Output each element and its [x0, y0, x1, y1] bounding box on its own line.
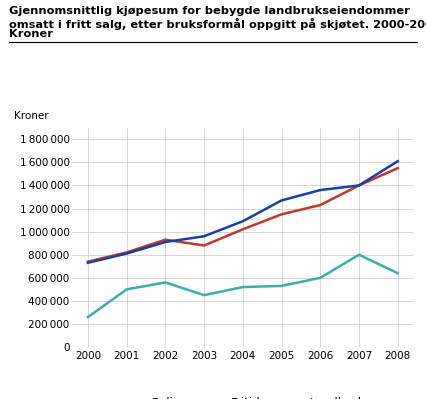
Line: Bolig: Bolig	[88, 168, 398, 262]
Landbruk	[318, 188, 323, 192]
Text: Kroner: Kroner	[9, 29, 52, 39]
Landbruk	[279, 198, 284, 203]
Fritid	[201, 293, 207, 298]
Fritid	[357, 252, 362, 257]
Bolig	[357, 183, 362, 188]
Line: Fritid: Fritid	[88, 255, 398, 317]
Bolig	[240, 227, 245, 232]
Fritid	[240, 284, 245, 289]
Fritid	[318, 275, 323, 280]
Bolig	[85, 259, 90, 264]
Bolig	[124, 250, 129, 255]
Fritid	[163, 280, 168, 285]
Bolig	[279, 212, 284, 217]
Bolig	[201, 243, 207, 248]
Text: Kroner: Kroner	[14, 111, 49, 121]
Landbruk	[163, 240, 168, 245]
Landbruk	[240, 219, 245, 223]
Fritid	[85, 315, 90, 320]
Landbruk	[357, 183, 362, 188]
Legend: Bolig, Fritid, Landbruk: Bolig, Fritid, Landbruk	[115, 393, 371, 399]
Landbruk	[85, 261, 90, 265]
Fritid	[279, 284, 284, 288]
Text: Gjennomsnittlig kjøpesum for bebygde landbrukseiendommer: Gjennomsnittlig kjøpesum for bebygde lan…	[9, 6, 409, 16]
Landbruk	[124, 251, 129, 256]
Landbruk	[201, 234, 207, 239]
Line: Landbruk: Landbruk	[88, 161, 398, 263]
Fritid	[124, 287, 129, 292]
Bolig	[163, 237, 168, 242]
Text: omsatt i fritt salg, etter bruksformål oppgitt på skjøtet. 2000-2008.: omsatt i fritt salg, etter bruksformål o…	[9, 18, 426, 30]
Bolig	[395, 166, 400, 170]
Fritid	[395, 271, 400, 276]
Landbruk	[395, 159, 400, 164]
Bolig	[318, 203, 323, 207]
